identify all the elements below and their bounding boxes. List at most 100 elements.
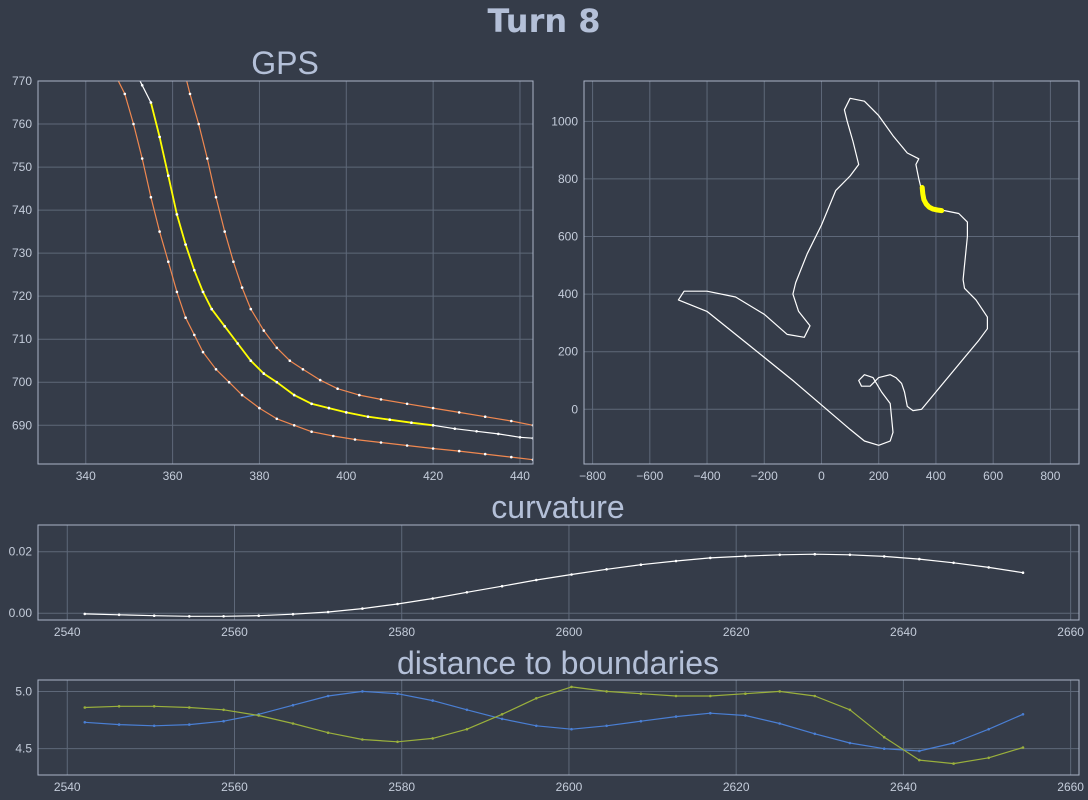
gps-point (193, 269, 196, 272)
curvature-panel: 2540 2560 2580 2600 2620 2640 2660 0.00 0.02 (9, 524, 1084, 639)
gps-frame (37, 80, 534, 465)
distance-x-tick-label: 2580 (388, 780, 415, 794)
track-x-tick-label: 800 (1040, 469, 1060, 483)
gps-point (410, 421, 413, 425)
gps-point (158, 230, 161, 233)
distance-point (709, 711, 712, 715)
gps-point (175, 290, 179, 294)
distance-point (291, 722, 295, 725)
gps-point (431, 406, 435, 410)
gps-point (475, 430, 478, 433)
distance-y-tick-label: 5.0 (15, 684, 32, 698)
curvature-point (361, 607, 364, 610)
distance-point (744, 714, 747, 717)
distance-point (465, 727, 469, 731)
gps-point (483, 415, 487, 419)
distance-point (639, 692, 643, 695)
distance-point (257, 714, 261, 717)
curvature-x-tick-label: 2640 (890, 625, 917, 639)
curvature-x-tick-label: 2620 (723, 625, 750, 639)
distance-point (326, 694, 330, 698)
track-y-tick-label: 600 (558, 230, 578, 244)
track-x-tick-label: 200 (869, 469, 889, 483)
gps-point (184, 316, 187, 320)
track-x-tick-label: −600 (636, 469, 663, 483)
distance-point (639, 719, 643, 723)
curvature-point (500, 584, 504, 588)
gps-point (140, 157, 144, 160)
gps-point (332, 434, 335, 438)
gps-y-tick-label: 760 (12, 117, 32, 131)
distance-point (117, 723, 121, 726)
distance-point (396, 692, 399, 695)
distance-point (152, 705, 156, 708)
gps-point (262, 329, 266, 332)
gps-point (301, 368, 305, 371)
curvature-point (257, 614, 261, 617)
gps-point (310, 430, 313, 434)
gps-point (275, 346, 279, 350)
distance-point (918, 749, 921, 753)
gps-x-tick-label: 340 (76, 469, 96, 483)
track-plot-area (677, 97, 989, 446)
distance-point (535, 724, 538, 728)
distance-point (222, 719, 225, 723)
curvature-x-tick-label: 2580 (388, 625, 415, 639)
distance-point (570, 685, 573, 689)
distance-point (987, 756, 990, 760)
curvature-point (117, 613, 121, 617)
distance-x-tick-label: 2640 (890, 780, 917, 794)
curvature-frame (37, 524, 1080, 621)
track-frame (583, 80, 1080, 465)
gps-point (210, 307, 213, 311)
curvature-point (882, 555, 886, 558)
curvature-y-tick-label: 0.02 (9, 545, 33, 559)
gps-point (518, 436, 522, 439)
distance-point (952, 762, 955, 765)
distance-point (1021, 713, 1025, 716)
gps-point (292, 393, 296, 397)
curvature-point (952, 561, 955, 565)
track-x-tick-label: −800 (579, 469, 606, 483)
curvature-plot-area (83, 552, 1025, 618)
gps-x-tick-label: 420 (423, 469, 443, 483)
gps-point (358, 393, 361, 397)
distance-series-right (84, 686, 1024, 765)
curvature-point (639, 563, 643, 566)
gps-point (405, 444, 409, 447)
track-series-selected-segment (919, 185, 945, 214)
curvature-point (291, 612, 295, 616)
gps-point (214, 368, 218, 371)
gps-point (193, 333, 196, 337)
curvature-point (744, 554, 747, 558)
distance-point (188, 706, 191, 709)
gps-point (431, 447, 435, 450)
gps-point (149, 101, 153, 104)
track-x-tick-label: −200 (751, 469, 778, 483)
gps-y-tick-label: 690 (12, 418, 32, 432)
curvature-point (431, 597, 435, 600)
gps-point (236, 342, 239, 345)
gps-point (240, 393, 244, 397)
gps-point (353, 438, 357, 441)
gps-point (318, 378, 322, 382)
distance-point (952, 741, 955, 745)
distance-x-tick-label: 2560 (221, 780, 248, 794)
curvature-point (465, 591, 469, 594)
gps-point (366, 415, 370, 419)
gps-y-tick-label: 730 (12, 246, 32, 260)
distance-point (709, 694, 712, 698)
gps-point (232, 260, 235, 264)
distance-point (882, 735, 886, 739)
distance-frame (37, 679, 1080, 776)
gps-y-tick-label: 720 (12, 289, 32, 303)
gps-point (510, 455, 513, 459)
distance-title: distance to boundaries (397, 645, 719, 681)
gps-point (310, 402, 313, 406)
gps-point (206, 157, 209, 160)
curvature-point (987, 566, 990, 569)
gps-point (201, 350, 205, 354)
gps-point (275, 380, 279, 384)
gps-x-tick-label: 400 (336, 469, 356, 483)
gps-y-tick-label: 770 (12, 74, 32, 88)
